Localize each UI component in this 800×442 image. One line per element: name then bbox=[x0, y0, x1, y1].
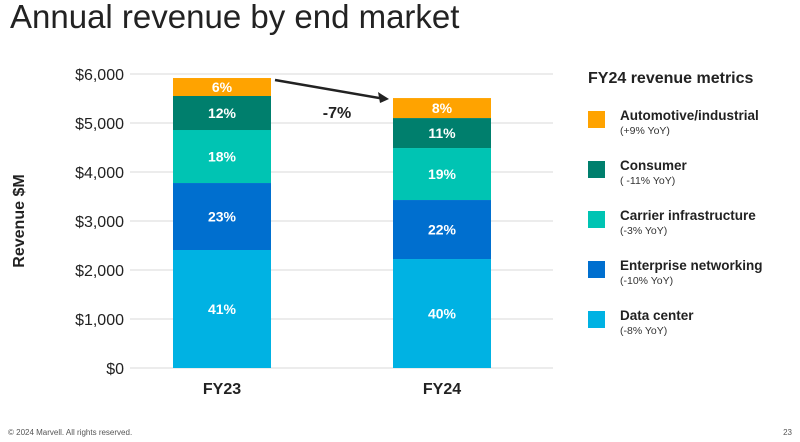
legend-item-carrier: Carrier infrastructure (-3% YoY) bbox=[588, 208, 798, 258]
legend-item-consumer: Consumer ( -11% YoY) bbox=[588, 158, 798, 208]
data-label: 22% bbox=[428, 222, 457, 238]
bar-segment bbox=[173, 96, 271, 131]
y-tick-label: $3,000 bbox=[75, 214, 124, 231]
bar-segment bbox=[173, 250, 271, 368]
legend-label: Automotive/industrial bbox=[620, 108, 759, 123]
y-tick-label: $1,000 bbox=[75, 312, 124, 329]
data-label: 6% bbox=[212, 79, 233, 95]
y-axis-label: Revenue $M bbox=[11, 174, 28, 267]
arrow-head-icon bbox=[378, 92, 389, 104]
data-label: 19% bbox=[428, 166, 457, 182]
legend-yoy: (+9% YoY) bbox=[620, 125, 670, 137]
data-label: 18% bbox=[208, 149, 237, 165]
page-number: 23 bbox=[783, 428, 792, 437]
change-arrow-line bbox=[274, 78, 386, 101]
data-label: 23% bbox=[208, 209, 237, 225]
y-tick-label: $2,000 bbox=[75, 263, 124, 280]
legend-title: FY24 revenue metrics bbox=[588, 70, 754, 87]
legend-yoy: (-8% YoY) bbox=[620, 325, 668, 337]
data-label: 40% bbox=[428, 306, 457, 322]
y-tick-label: $4,000 bbox=[75, 165, 124, 182]
legend-label: Data center bbox=[620, 308, 694, 323]
y-tick-label: $6,000 bbox=[75, 67, 124, 84]
bar-segment bbox=[173, 130, 271, 184]
x-tick-label: FY24 bbox=[423, 381, 461, 398]
legend-swatch bbox=[588, 161, 605, 178]
legend-label: Enterprise networking bbox=[620, 258, 763, 273]
data-label: 8% bbox=[432, 100, 453, 116]
change-annotation: -7% bbox=[323, 105, 351, 122]
x-tick-label: FY23 bbox=[203, 381, 241, 398]
legend-yoy: (-3% YoY) bbox=[620, 225, 668, 237]
bar-segment bbox=[393, 259, 491, 368]
legend-item-data-center: Data center (-8% YoY) bbox=[588, 308, 798, 358]
bar-segment bbox=[173, 78, 271, 97]
legend-item-enterprise: Enterprise networking (-10% YoY) bbox=[588, 258, 798, 308]
legend-yoy: (-10% YoY) bbox=[620, 275, 674, 287]
legend-item-automotive: Automotive/industrial (+9% YoY) bbox=[588, 108, 798, 158]
legend-swatch bbox=[588, 311, 605, 328]
bar-segment bbox=[393, 200, 491, 260]
legend-swatch bbox=[588, 211, 605, 228]
legend-label: Consumer bbox=[620, 158, 687, 173]
data-label: 41% bbox=[208, 301, 237, 317]
legend-label: Carrier infrastructure bbox=[620, 208, 756, 223]
chart-title: Annual revenue by end market bbox=[10, 0, 460, 35]
y-tick-label: $0 bbox=[106, 361, 124, 378]
data-label: 12% bbox=[208, 105, 237, 121]
bar-segment bbox=[173, 183, 271, 251]
legend: FY24 revenue metrics Automotive/industri… bbox=[588, 70, 798, 358]
bar-segment bbox=[393, 118, 491, 149]
legend-swatch bbox=[588, 111, 605, 128]
bar-segment bbox=[393, 98, 491, 119]
copyright: © 2024 Marvell. All rights reserved. bbox=[8, 428, 133, 437]
bar-segment bbox=[393, 148, 491, 201]
legend-yoy: ( -11% YoY) bbox=[620, 175, 676, 187]
y-tick-label: $5,000 bbox=[75, 116, 124, 133]
data-label: 11% bbox=[428, 125, 456, 141]
legend-swatch bbox=[588, 261, 605, 278]
